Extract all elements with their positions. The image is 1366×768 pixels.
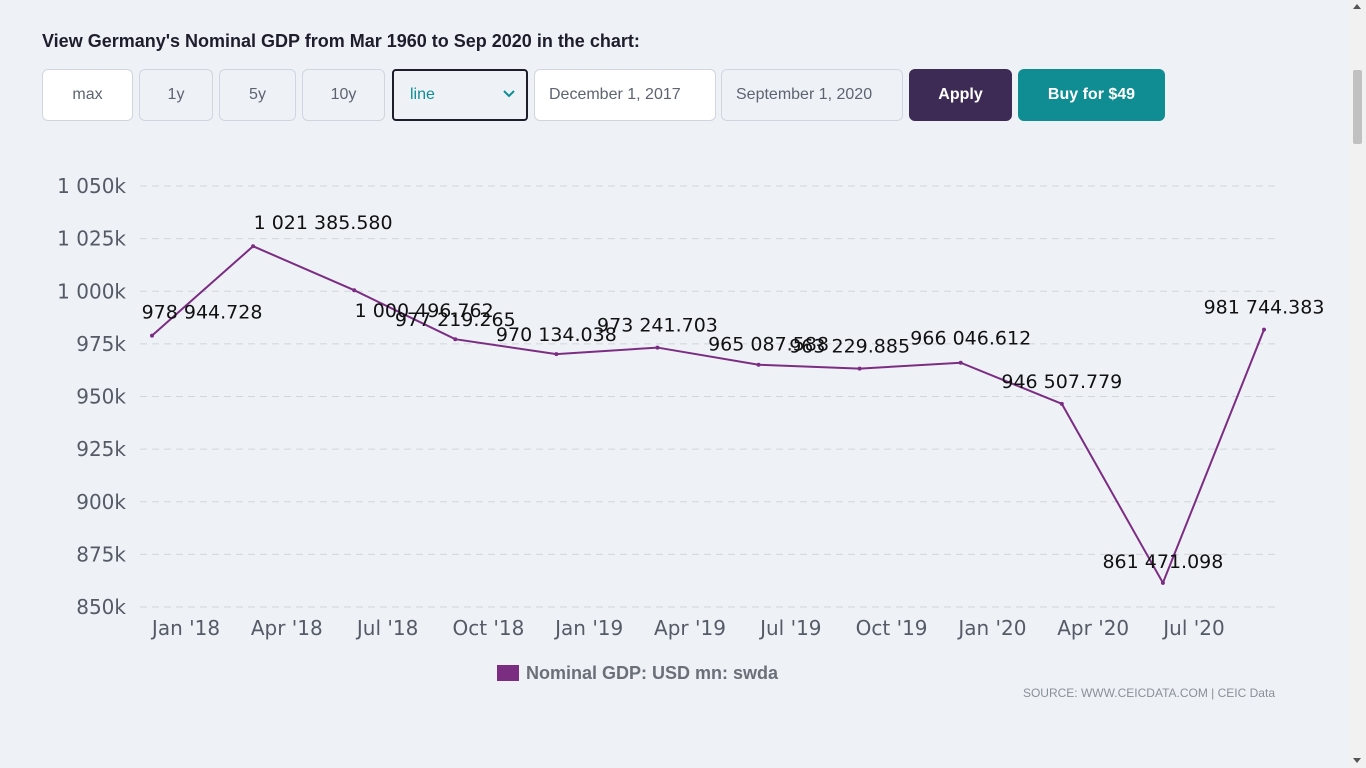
- x-tick-label: Jan '20: [956, 616, 1026, 640]
- y-tick-label: 975k: [76, 332, 126, 356]
- y-tick-label: 900k: [76, 490, 126, 514]
- data-point[interactable]: [958, 360, 963, 365]
- data-label: 963 229.885: [789, 336, 910, 358]
- x-tick-label: Jul '19: [758, 616, 821, 640]
- x-tick-label: Apr '19: [654, 616, 726, 640]
- data-point[interactable]: [554, 352, 559, 357]
- data-label: 973 241.703: [597, 315, 718, 337]
- data-point[interactable]: [453, 337, 458, 342]
- x-tick-label: Jan '18: [150, 616, 220, 640]
- range-max-button[interactable]: max: [42, 69, 133, 121]
- legend-swatch: [497, 665, 519, 681]
- range-5y-button[interactable]: 5y: [219, 69, 296, 121]
- data-label: 970 134.038: [496, 324, 617, 346]
- legend-label[interactable]: Nominal GDP: USD mn: swda: [526, 663, 779, 683]
- scroll-up-icon[interactable]: [1353, 4, 1361, 9]
- chart-source: SOURCE: WWW.CEICDATA.COM | CEIC Data: [1023, 686, 1275, 700]
- data-label: 1 021 385.580: [254, 212, 393, 234]
- range-10y-button[interactable]: 10y: [302, 69, 385, 121]
- page-heading: View Germany's Nominal GDP from Mar 1960…: [42, 31, 640, 51]
- y-tick-label: 850k: [76, 595, 126, 619]
- scrollbar[interactable]: [1349, 0, 1366, 768]
- buy-button[interactable]: Buy for $49: [1018, 69, 1165, 121]
- data-label: 978 944.728: [142, 302, 263, 324]
- end-date-input[interactable]: September 1, 2020: [721, 69, 903, 121]
- data-point[interactable]: [1262, 327, 1266, 332]
- scroll-thumb[interactable]: [1353, 70, 1362, 144]
- data-point[interactable]: [756, 362, 761, 367]
- data-labels: 978 944.728 1 021 385.580 1 000 496.762977…: [142, 212, 1325, 573]
- chart-legend[interactable]: Nominal GDP: USD mn: swda: [497, 663, 779, 683]
- data-point[interactable]: [251, 244, 256, 249]
- x-tick-label: Apr '18: [251, 616, 323, 640]
- x-tick-label: Apr '20: [1057, 616, 1129, 640]
- y-tick-label: 925k: [76, 437, 126, 461]
- chart-type-value: line: [410, 86, 435, 103]
- y-axis: 850k 875k 900k 925k 950k 975k 1 000k 1 025k 1 05…: [57, 174, 126, 619]
- x-tick-label: Oct '18: [452, 616, 524, 640]
- chart-type-select[interactable]: line: [392, 69, 528, 121]
- y-tick-label: 1 000k: [57, 279, 126, 303]
- series-line: [151, 245, 1265, 586]
- chart-series: [150, 244, 1266, 586]
- x-tick-label: Jul '20: [1161, 616, 1224, 640]
- data-point[interactable]: [1059, 401, 1064, 406]
- y-tick-label: 875k: [76, 542, 126, 566]
- y-tick-label: 1 050k: [57, 174, 126, 198]
- data-point[interactable]: [150, 333, 154, 338]
- gdp-line-chart: 850k 875k 900k 925k 950k 975k 1 000k 1 025k 1 05…: [57, 174, 1325, 700]
- data-label: 977 219.265: [395, 309, 516, 331]
- data-label: 966 046.612: [910, 328, 1031, 350]
- data-point[interactable]: [655, 345, 660, 350]
- x-axis: Jan '18 Apr '18 Jul '18 Oct '18 Jan '19 Apr '…: [150, 616, 1225, 640]
- scroll-down-icon[interactable]: [1353, 758, 1361, 763]
- y-tick-label: 950k: [76, 385, 126, 409]
- data-label: 861 471.098: [1102, 551, 1223, 573]
- data-label: 965 087.588: [708, 334, 829, 356]
- chevron-down-icon: [503, 90, 515, 98]
- data-label: 981 744.383: [1204, 297, 1325, 319]
- range-1y-button[interactable]: 1y: [139, 69, 213, 121]
- data-point[interactable]: [352, 288, 357, 293]
- data-point[interactable]: [1160, 580, 1165, 585]
- y-tick-label: 1 025k: [57, 227, 126, 251]
- x-tick-label: Oct '19: [856, 616, 928, 640]
- data-point[interactable]: [857, 366, 862, 371]
- x-tick-label: Jul '18: [355, 616, 418, 640]
- start-date-input[interactable]: December 1, 2017: [534, 69, 716, 121]
- x-tick-label: Jan '19: [553, 616, 623, 640]
- chart-gridlines: [140, 185, 1275, 608]
- apply-button[interactable]: Apply: [909, 69, 1012, 121]
- data-label: 1 000 496.762: [355, 300, 494, 322]
- data-label: 946 507.779: [1001, 371, 1122, 393]
